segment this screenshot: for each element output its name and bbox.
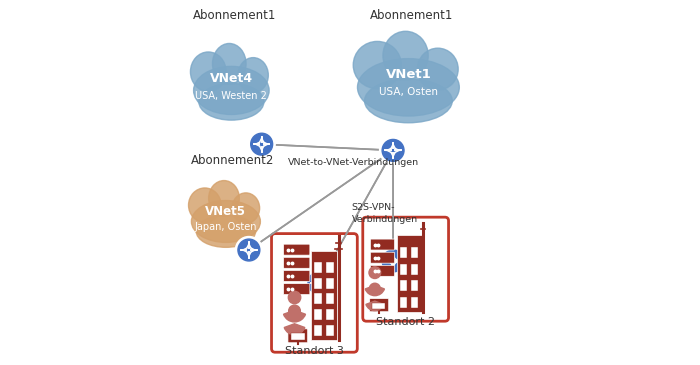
FancyBboxPatch shape [411, 297, 419, 308]
Text: USA, Osten: USA, Osten [379, 87, 438, 97]
FancyBboxPatch shape [372, 303, 386, 309]
Text: Standort 3: Standort 3 [285, 346, 344, 356]
Circle shape [379, 247, 407, 274]
FancyBboxPatch shape [284, 270, 310, 281]
Text: Japan, Osten: Japan, Osten [195, 222, 257, 232]
Circle shape [235, 237, 262, 264]
Ellipse shape [191, 200, 260, 242]
Text: VNet4: VNet4 [210, 72, 253, 85]
FancyBboxPatch shape [397, 235, 421, 312]
FancyBboxPatch shape [326, 293, 335, 304]
FancyBboxPatch shape [326, 325, 335, 336]
FancyBboxPatch shape [291, 333, 304, 340]
FancyBboxPatch shape [326, 309, 335, 320]
FancyBboxPatch shape [284, 244, 310, 255]
Text: Abonnement1: Abonnement1 [193, 9, 276, 22]
Ellipse shape [188, 188, 221, 222]
Circle shape [308, 272, 330, 294]
FancyBboxPatch shape [400, 247, 407, 258]
Ellipse shape [194, 66, 270, 115]
FancyBboxPatch shape [326, 278, 335, 289]
Ellipse shape [190, 52, 226, 92]
Wedge shape [365, 285, 384, 296]
Ellipse shape [209, 181, 239, 216]
FancyBboxPatch shape [314, 325, 322, 336]
Ellipse shape [354, 41, 401, 89]
Circle shape [251, 133, 272, 155]
FancyBboxPatch shape [370, 265, 395, 276]
Circle shape [382, 139, 404, 161]
FancyBboxPatch shape [326, 262, 335, 273]
FancyBboxPatch shape [400, 297, 407, 308]
Circle shape [238, 239, 260, 261]
Circle shape [248, 131, 275, 158]
FancyBboxPatch shape [314, 293, 322, 304]
Circle shape [379, 137, 407, 164]
FancyBboxPatch shape [272, 234, 357, 352]
FancyBboxPatch shape [288, 329, 308, 343]
Text: Abonnement1: Abonnement1 [370, 9, 454, 22]
FancyBboxPatch shape [314, 262, 322, 273]
Ellipse shape [365, 79, 452, 123]
Ellipse shape [383, 31, 428, 80]
FancyBboxPatch shape [370, 299, 389, 312]
Text: USA, Westen 2: USA, Westen 2 [195, 91, 267, 101]
Ellipse shape [417, 48, 458, 90]
Text: S2S-VPN-
Verbindungen: S2S-VPN- Verbindungen [352, 203, 418, 224]
FancyBboxPatch shape [363, 217, 449, 321]
Ellipse shape [196, 215, 256, 247]
Ellipse shape [199, 83, 264, 120]
Circle shape [288, 291, 301, 304]
Circle shape [369, 267, 381, 278]
FancyBboxPatch shape [314, 278, 322, 289]
FancyBboxPatch shape [370, 239, 395, 250]
Ellipse shape [232, 193, 260, 223]
Text: VNet5: VNet5 [205, 205, 246, 218]
FancyBboxPatch shape [411, 264, 419, 275]
FancyBboxPatch shape [314, 309, 322, 320]
FancyBboxPatch shape [284, 284, 310, 295]
Text: Abonnement2: Abonnement2 [191, 154, 274, 167]
Circle shape [305, 269, 332, 296]
Wedge shape [284, 324, 304, 335]
Text: Standort 2: Standort 2 [376, 317, 435, 327]
Text: VNet1: VNet1 [386, 68, 431, 81]
FancyBboxPatch shape [411, 247, 419, 258]
Ellipse shape [213, 43, 246, 84]
FancyBboxPatch shape [400, 280, 407, 291]
FancyBboxPatch shape [311, 251, 337, 340]
FancyBboxPatch shape [400, 264, 407, 275]
Wedge shape [284, 310, 305, 322]
Circle shape [288, 305, 300, 317]
Circle shape [370, 283, 380, 294]
FancyBboxPatch shape [370, 252, 395, 263]
Text: VNet-to-VNet-Verbindungen: VNet-to-VNet-Verbindungen [288, 158, 419, 167]
FancyBboxPatch shape [284, 257, 310, 268]
Ellipse shape [238, 58, 268, 93]
Circle shape [382, 250, 404, 272]
FancyBboxPatch shape [411, 280, 419, 291]
Ellipse shape [358, 59, 459, 116]
Wedge shape [366, 301, 384, 311]
